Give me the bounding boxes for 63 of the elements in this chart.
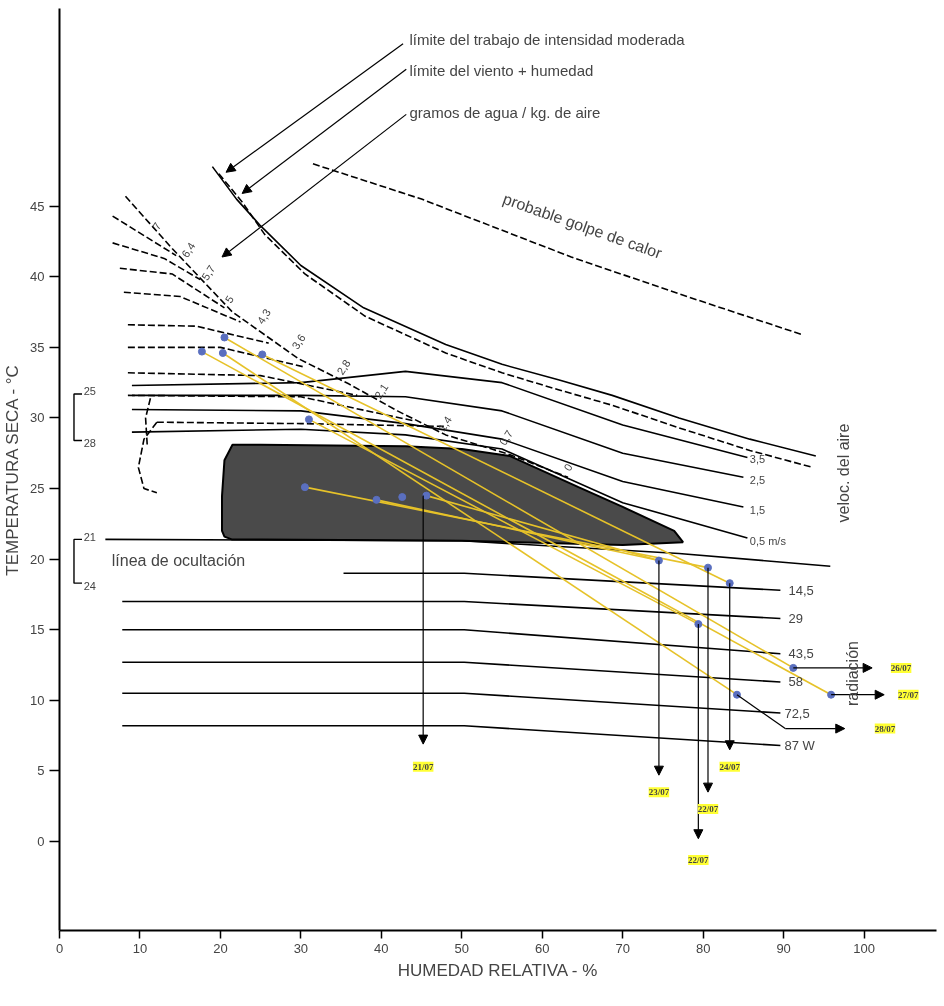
- x-tick-label: 20: [213, 940, 228, 956]
- annotation: 1,5: [749, 503, 766, 516]
- y-tick-label: 45: [30, 198, 45, 214]
- annotation: 25: [83, 385, 96, 398]
- annotation: probable golpe de calor: [500, 190, 665, 263]
- annotation: límite del trabajo de intensidad moderada: [409, 31, 686, 49]
- annotation: 3,6: [289, 332, 308, 352]
- y-tick-label: 40: [30, 269, 45, 285]
- annotation: 7: [150, 220, 164, 232]
- x-tick-label: 40: [374, 940, 389, 956]
- annotation: 0,5 m/s: [749, 534, 787, 547]
- annotation: 21: [83, 530, 96, 543]
- annotation: 5,7: [199, 262, 218, 283]
- x-tick-label: 30: [293, 940, 309, 956]
- annotation: 14,5: [788, 582, 814, 598]
- y-tick-label: 5: [37, 763, 45, 779]
- annotation: veloc. del aire: [834, 423, 852, 523]
- annotation: límite del viento + humedad: [409, 62, 594, 80]
- annotation: 3,5: [749, 452, 766, 465]
- x-tick-label: 0: [55, 940, 64, 956]
- y-tick-label: 25: [30, 481, 45, 497]
- x-tick-label: 70: [615, 940, 630, 956]
- x-tick-label: 50: [454, 940, 470, 956]
- annotation: 6,4: [179, 240, 198, 260]
- annotation: 22/07: [697, 804, 719, 815]
- annotation: radiación: [844, 641, 862, 706]
- x-tick-label: 100: [853, 940, 875, 956]
- annotation: 1,4: [435, 413, 455, 434]
- x-tick-label: 90: [776, 940, 791, 956]
- annotation: 28: [83, 437, 96, 450]
- y-tick-label: 15: [30, 622, 45, 638]
- annotation: 23/07: [648, 787, 670, 798]
- annotation: 24/07: [719, 761, 741, 772]
- x-tick-label: 80: [695, 940, 711, 956]
- annotation: 87 W: [784, 738, 816, 754]
- annotation: 0,7: [496, 428, 516, 448]
- y-tick-label: 0: [37, 834, 45, 850]
- annotation: 26/07: [890, 662, 912, 673]
- annotation: gramos de agua / kg. de aire: [409, 104, 601, 122]
- annotation: 21/07: [412, 761, 434, 772]
- y-tick-label: 10: [30, 692, 45, 708]
- y-tick-label: 20: [30, 551, 45, 567]
- annotation: 2,8: [334, 357, 353, 377]
- y-tick-label: 35: [30, 339, 45, 355]
- annotation: 43,5: [788, 646, 814, 662]
- annotation: 29: [788, 610, 803, 626]
- annotation: línea de ocultación: [111, 552, 246, 570]
- x-tick-label: 60: [535, 940, 550, 956]
- annotation: 0: [561, 461, 575, 474]
- annotation: 28/07: [874, 723, 896, 734]
- y-axis-title: TEMPERATURA SECA - °C: [3, 365, 23, 576]
- x-axis-title: HUMEDAD RELATIVA - %: [397, 960, 598, 980]
- annotation: 22/07: [688, 854, 710, 865]
- x-tick-label: 10: [132, 940, 148, 956]
- annotation: 2,1: [372, 381, 391, 401]
- annotation: 27/07: [898, 689, 920, 700]
- annotation: 2,5: [749, 474, 766, 487]
- y-tick-label: 30: [30, 410, 45, 426]
- annotation: 58: [788, 674, 803, 690]
- annotation: 5: [222, 293, 236, 306]
- annotation: 24: [83, 579, 96, 592]
- annotation: 4,3: [254, 306, 274, 326]
- annotation: 72,5: [784, 705, 810, 721]
